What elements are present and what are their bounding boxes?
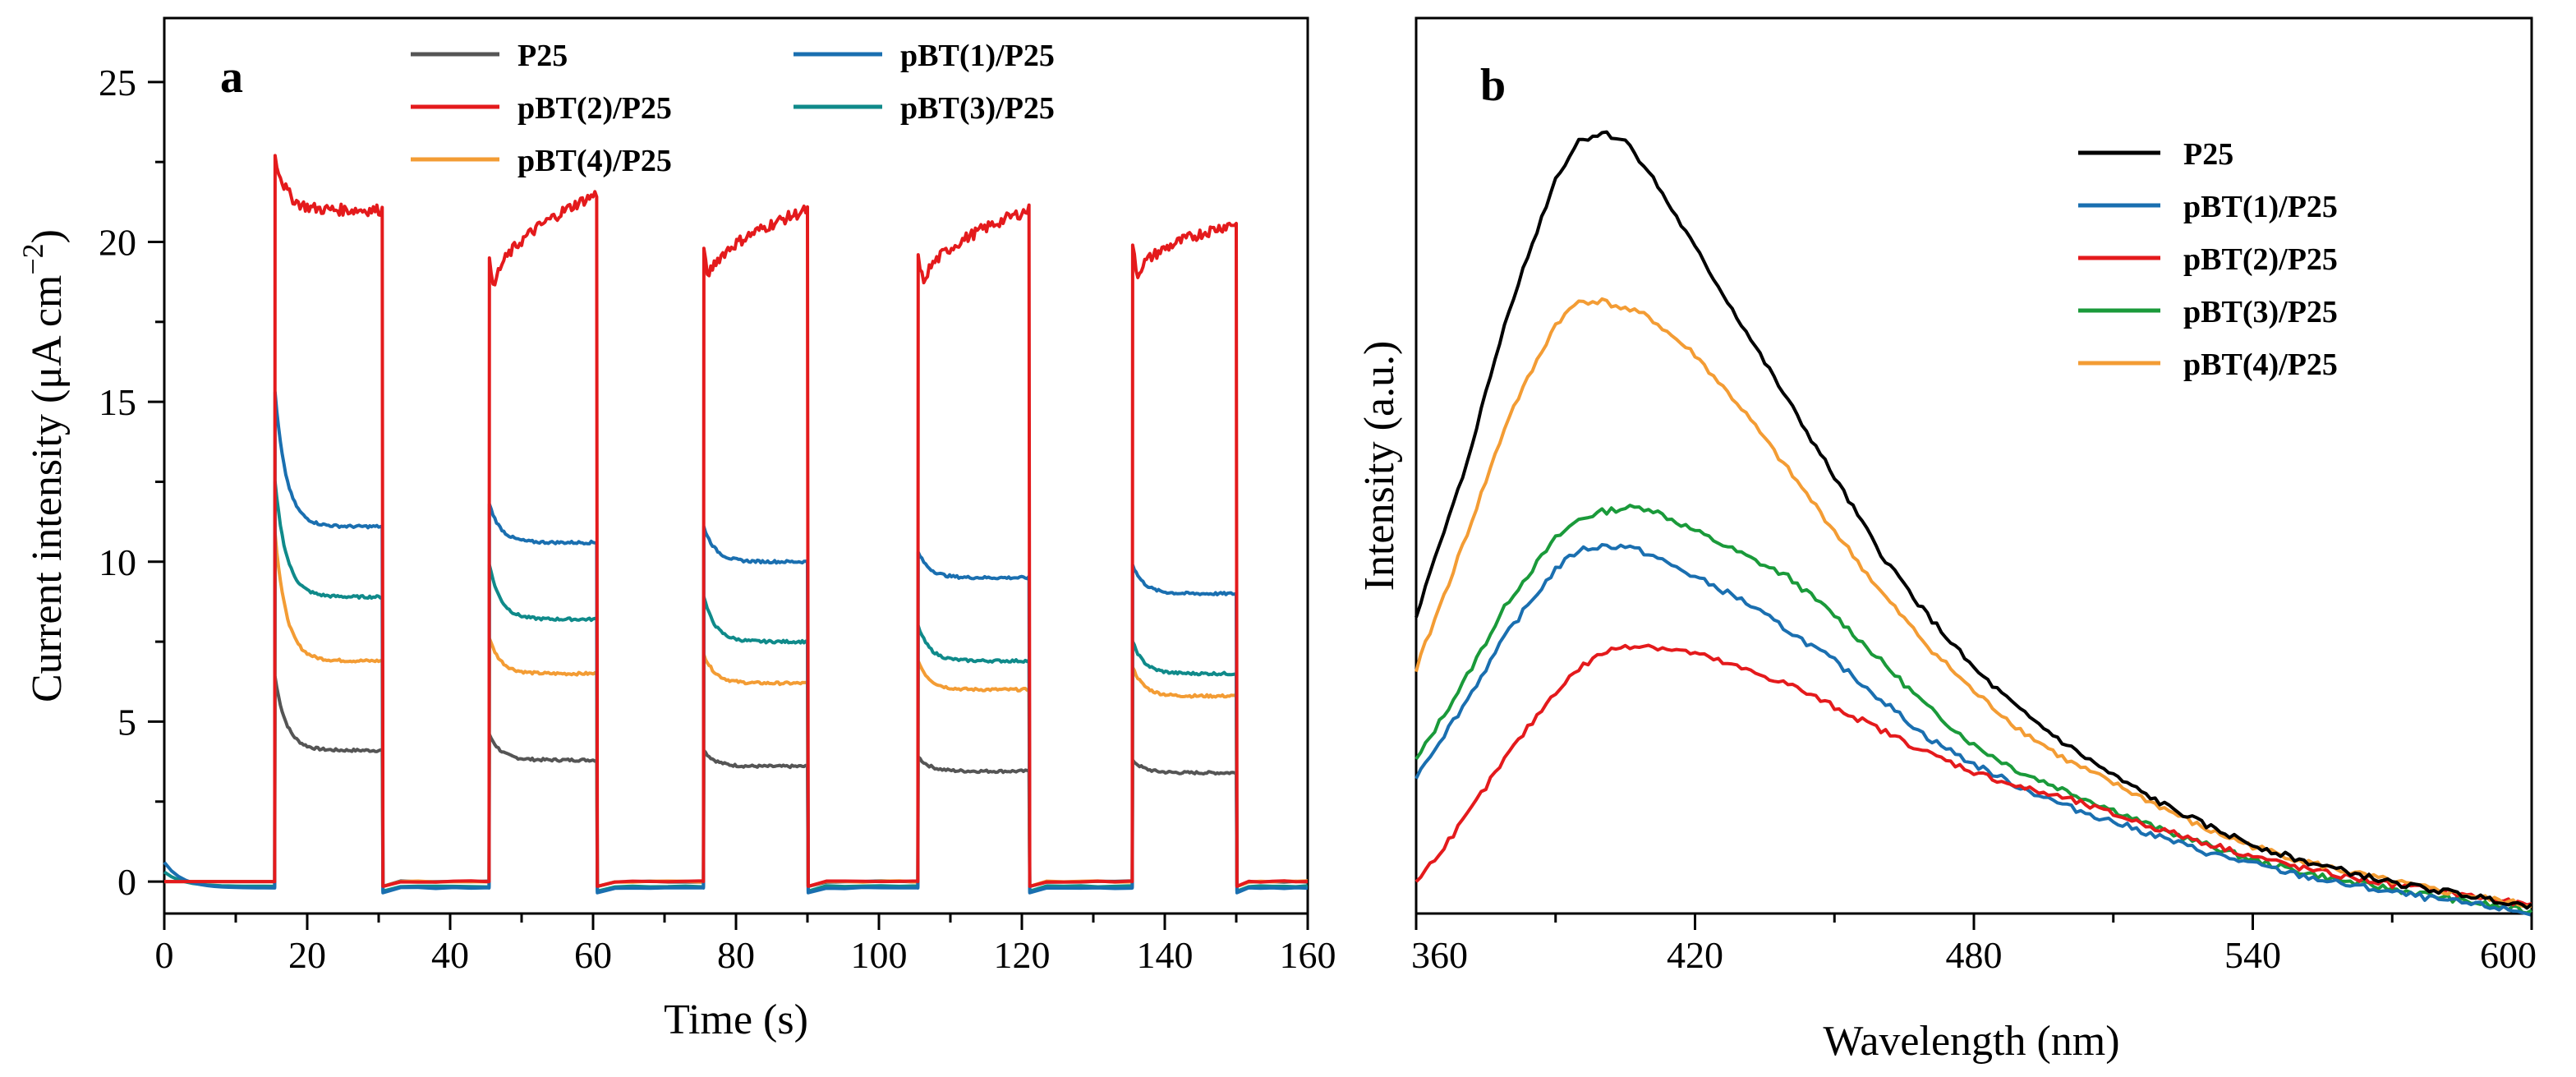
panel-b-y-axis-title: Intensity (a.u.) <box>1356 341 1403 591</box>
panel-a-x-tick-label: 60 <box>574 934 612 976</box>
panel-a-x-tick-label: 0 <box>155 934 174 976</box>
panel-a-y-tick-label: 25 <box>99 62 136 104</box>
panel-b-x-axis-title: Wavelength (nm) <box>1823 1018 2119 1065</box>
panel-b-letter: b <box>1480 60 1506 111</box>
panel-a-y-tick-label: 15 <box>99 381 136 423</box>
panel-b-x-tick-label: 540 <box>2224 934 2281 976</box>
panel-b-chart: 360 420 480 540 600 b Wavelength (nm) Intens… <box>1356 16 2537 1065</box>
panel-a-series-pbt-3-p25 <box>163 480 1309 893</box>
panel-a-x-axis-title: Time (s) <box>664 996 808 1043</box>
panel-b-x-tick-label: 480 <box>1946 934 2003 976</box>
panel-a-x-tick-label: 80 <box>717 934 755 976</box>
panel-a-x-tick-label: 100 <box>851 934 908 976</box>
panel-a-x-ticks: 0 20 40 60 80 100 120 140 160 <box>155 914 1336 976</box>
panel-a-y-axis-title-close: ) <box>24 229 71 243</box>
panel-a-series-pbt-4-p25 <box>164 531 1309 888</box>
panel-b-series-pbt-4-p25 <box>1414 297 2532 909</box>
panel-b-legend-label-p25: P25 <box>2183 137 2233 172</box>
panel-a-y-ticks: 0 5 10 15 20 25 <box>99 62 164 903</box>
panel-b-legend-label-pbt-4-p25: pBT(4)/P25 <box>2183 347 2338 382</box>
panel-a-x-tick-label: 140 <box>1137 934 1194 976</box>
panel-a-chart: 0 20 40 60 80 100 120 140 160 0 5 10 15 20 25 a Time … <box>16 16 1336 1043</box>
panel-a-x-tick-label: 120 <box>994 934 1051 976</box>
panel-b-series-lines <box>1414 130 2533 917</box>
panel-a-series-pbt-2-p25 <box>164 154 1309 888</box>
panel-b-x-ticks: 360 420 480 540 600 <box>1411 914 2537 976</box>
panel-a-x-tick-label: 40 <box>431 934 469 976</box>
panel-b-x-tick-label: 420 <box>1667 934 1723 976</box>
panel-a-legend-label-p25: P25 <box>518 39 568 73</box>
panel-a-y-axis-title-main: Current intensity (μA cm <box>24 275 71 702</box>
panel-a-legend-label-pbt-1-p25: pBT(1)/P25 <box>900 39 1055 73</box>
panel-a-series-pbt-1-p25 <box>163 390 1309 895</box>
panel-a-legend-label-pbt-2-p25: pBT(2)/P25 <box>518 91 672 126</box>
panel-a-y-tick-label: 5 <box>117 701 136 743</box>
panel-a-y-tick-label: 20 <box>99 222 136 264</box>
panel-a-y-tick-label: 0 <box>117 861 136 903</box>
panel-a-y-axis-title: Current intensity (μA cm−2) <box>16 229 71 702</box>
panel-a-legend-label-pbt-3-p25: pBT(3)/P25 <box>900 91 1055 126</box>
panel-a-series-p25 <box>164 674 1309 888</box>
panel-b-legend-label-pbt-3-p25: pBT(3)/P25 <box>2183 295 2338 329</box>
panel-a-x-tick-label: 20 <box>288 934 326 976</box>
panel-b-legend-label-pbt-1-p25: pBT(1)/P25 <box>2183 190 2338 224</box>
panel-a-legend-label-pbt-4-p25: pBT(4)/P25 <box>518 144 672 178</box>
panel-a-plot-frame <box>163 16 1309 915</box>
panel-a-y-axis-title-sup: −2 <box>16 243 49 274</box>
panel-b-x-tick-label: 600 <box>2480 934 2537 976</box>
panel-b-series-pbt-1-p25 <box>1414 543 2532 917</box>
panel-a-series-lines <box>163 154 1309 895</box>
panel-b-series-pbt-3-p25 <box>1414 504 2532 915</box>
panel-a-y-tick-label: 10 <box>99 541 136 583</box>
panel-b-legend-label-pbt-2-p25: pBT(2)/P25 <box>2183 242 2338 277</box>
panel-a-letter: a <box>220 52 243 103</box>
panel-a-legend: P25 pBT(1)/P25 pBT(2)/P25 pBT(3)/P25 pBT(4)/… <box>411 39 1055 178</box>
panel-b-series-p25 <box>1414 130 2533 910</box>
panel-b-series-pbt-2-p25 <box>1414 643 2532 907</box>
panel-b-legend: P25 pBT(1)/P25 pBT(2)/P25 pBT(3)/P25 pBT(4)/… <box>2078 137 2338 382</box>
panel-b-x-tick-label: 360 <box>1411 934 1468 976</box>
panel-a-x-tick-label: 160 <box>1280 934 1336 976</box>
panel-b-plot-frame <box>1414 16 2533 915</box>
